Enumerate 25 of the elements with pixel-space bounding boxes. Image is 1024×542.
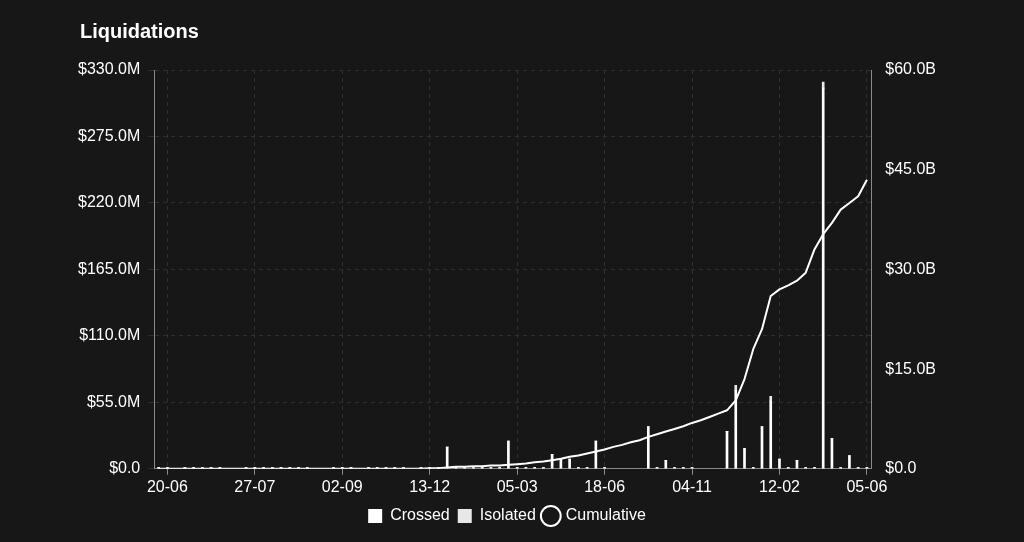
y2-tick-label: $0.0	[885, 459, 917, 477]
x-tick-label: 05-03	[496, 477, 538, 495]
x-tick-label: 27-07	[234, 477, 276, 495]
x-tick-label: 18-06	[584, 477, 626, 495]
y-tick-label: $275.0M	[78, 126, 141, 144]
y-tick-label: $0.0	[109, 459, 141, 477]
y-tick-label: $220.0M	[78, 193, 141, 211]
x-tick-label: 20-06	[146, 477, 188, 495]
y2-tick-label: $60.0B	[885, 60, 937, 78]
x-tick-label: 04-11	[672, 477, 712, 495]
y2-tick-label: $30.0B	[885, 259, 937, 277]
y2-tick-label: $45.0B	[885, 160, 937, 178]
x-tick-label: 12-02	[759, 477, 801, 495]
y-tick-label: $165.0M	[78, 259, 141, 277]
y-tick-label: $110.0M	[79, 326, 141, 344]
legend-label: Cumulative	[565, 506, 646, 524]
x-tick-label: 05-06	[846, 477, 888, 495]
y2-tick-label: $15.0B	[885, 359, 937, 377]
x-tick-label: 13-12	[409, 477, 451, 495]
legend-label: Isolated	[479, 506, 536, 524]
y-tick-label: $330.0M	[78, 60, 141, 78]
y-tick-label: $55.0M	[86, 392, 141, 410]
legend-label: Crossed	[390, 506, 450, 524]
x-tick-label: 02-09	[321, 477, 363, 495]
chart-title: Liquidations	[80, 20, 199, 43]
